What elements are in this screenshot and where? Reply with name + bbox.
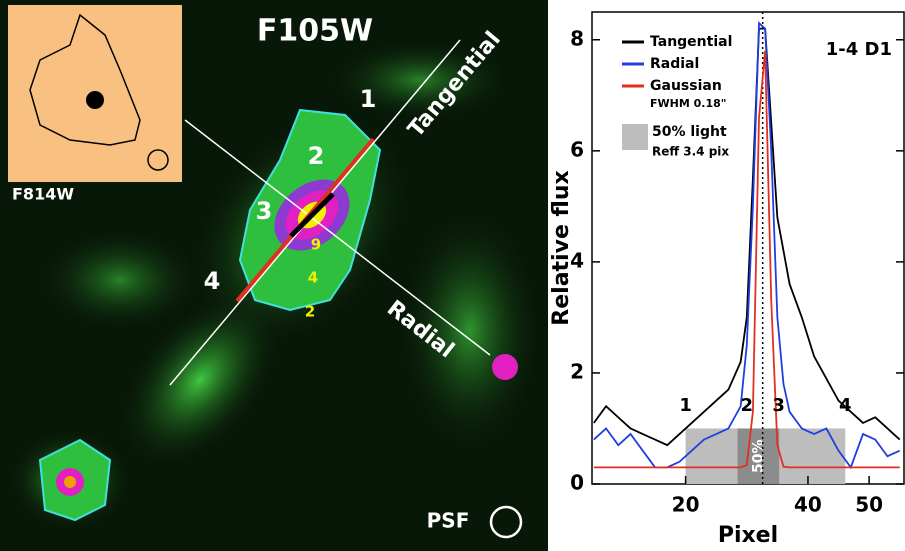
legend-label: Gaussian — [650, 78, 722, 94]
y-tick-label: 0 — [570, 471, 584, 495]
y-tick-label: 2 — [570, 359, 584, 383]
contour-label: 9 — [311, 236, 321, 254]
legend-label: Tangential — [650, 34, 732, 50]
annotation: 4 — [839, 395, 852, 416]
annotation: 3 — [772, 395, 785, 416]
point-label: 3 — [256, 197, 273, 225]
legend-swatch — [622, 124, 648, 150]
point-label: 1 — [360, 85, 377, 113]
data-line — [593, 50, 900, 469]
inset-label: F814W — [12, 185, 74, 204]
data-line — [593, 21, 901, 470]
contour-label: 2 — [305, 303, 315, 321]
x-tick-label: 40 — [794, 493, 822, 517]
point-label: 2 — [308, 142, 325, 170]
psf-label: PSF — [427, 509, 470, 533]
x-tick-label: 20 — [672, 493, 700, 517]
y-axis-label: Relative flux — [549, 170, 574, 325]
annotation: 1 — [679, 395, 692, 416]
image-title: F105W — [257, 14, 373, 49]
contour-label: 4 — [308, 269, 318, 287]
y-tick-label: 4 — [570, 248, 584, 272]
region-label: 50% — [750, 439, 766, 473]
point-label: 4 — [204, 267, 221, 295]
legend-note: FWHM 0.18" — [650, 97, 727, 110]
shaded-region — [737, 428, 780, 484]
y-tick-label: 8 — [570, 26, 584, 50]
x-axis-label: Pixel — [718, 523, 778, 548]
legend-label: 50% light — [652, 124, 727, 140]
annotation: 2 — [741, 395, 754, 416]
legend-label: Radial — [650, 56, 699, 72]
corner-label: 1-4 D1 — [826, 39, 892, 60]
legend-note: Reff 3.4 pix — [652, 145, 729, 159]
x-tick-label: 50 — [855, 493, 883, 517]
data-line — [593, 27, 901, 447]
y-tick-label: 6 — [570, 137, 584, 161]
sky-image — [0, 0, 548, 551]
